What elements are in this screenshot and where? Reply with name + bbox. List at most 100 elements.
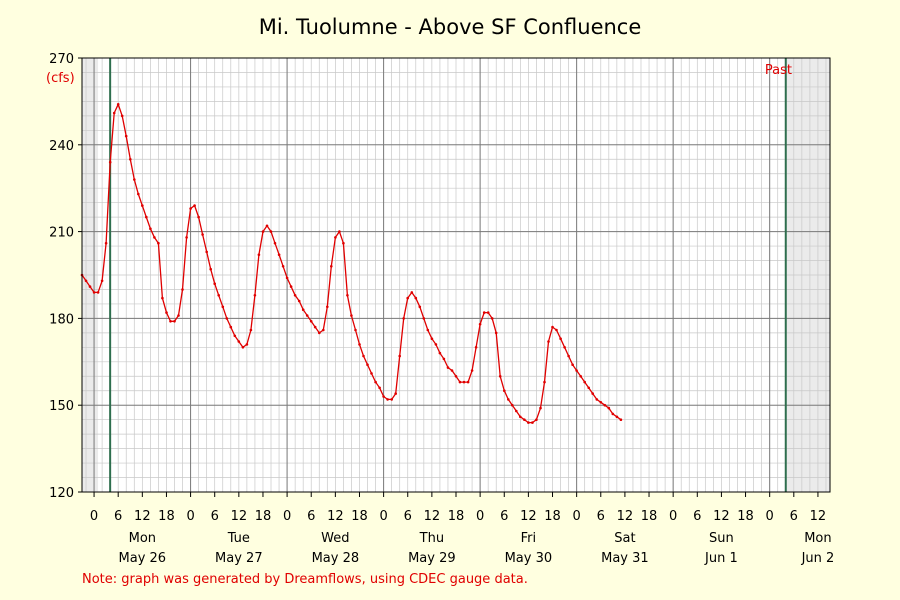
day-date-label: Jun 2 [801,551,835,566]
flow-data-point [189,207,192,210]
flow-data-point [511,403,514,407]
flow-data-point [301,308,305,312]
flow-data-point [535,418,538,422]
day-weekday-label: Thu [419,531,444,546]
flow-data-point [583,380,586,384]
flow-data-point [478,322,482,326]
day-weekday-label: Fri [521,531,537,546]
flow-data-point [193,204,196,207]
flow-data-point [285,276,289,280]
flow-data-point [245,343,249,346]
flow-data-point [201,233,204,236]
flow-data-point [92,291,96,294]
x-tick-label: 18 [448,509,465,524]
flow-data-point [398,354,402,358]
flow-data-point [141,204,144,207]
flow-data-point [527,421,530,424]
flow-data-point [390,398,394,401]
flow-data-point [269,230,273,233]
x-tick-label: 6 [307,509,315,524]
day-weekday-label: Sat [614,531,635,546]
flow-data-point [370,372,373,375]
flow-data-point [197,215,200,219]
flow-data-point [434,343,438,346]
flow-data-point [157,241,160,245]
flow-data-point [133,178,136,181]
flow-data-point [149,227,152,230]
flow-data-point [519,415,522,419]
flow-data-point [551,325,554,329]
flow-data-point [120,114,124,118]
flow-data-point [225,317,229,320]
flow-data-point [523,418,526,422]
flow-data-point [531,421,534,424]
flow-data-point [289,285,293,288]
flow-data-point [104,241,108,245]
flow-data-point [607,406,611,410]
x-tick-label: 12 [810,509,827,524]
flow-data-point [430,337,434,341]
flow-data-point [406,296,410,300]
flow-data-point [611,412,615,416]
x-tick-label: 0 [283,509,291,524]
day-weekday-label: Mon [804,531,831,546]
flow-data-point [237,340,241,343]
flow-data-point [153,236,156,239]
day-date-label: May 28 [312,551,360,566]
past-label: Past [765,63,792,78]
y-tick-label: 180 [49,312,74,327]
flow-data-point [446,366,450,369]
y-axis-unit-label: (cfs) [46,71,75,86]
flow-data-point [507,398,510,401]
flow-data-point [503,389,506,393]
flow-data-point [145,215,148,219]
x-tick-label: 12 [520,509,537,524]
y-tick-label: 270 [49,52,74,67]
day-date-label: May 31 [601,551,649,566]
flow-data-point [442,357,446,361]
flow-data-point [595,398,599,401]
flow-data-point [555,328,558,332]
x-tick-label: 18 [351,509,368,524]
flow-data-point [394,392,398,395]
flow-data-point [322,328,325,332]
flow-data-point [470,369,474,372]
flow-data-point [350,314,353,317]
x-tick-label: 12 [424,509,441,524]
x-tick-label: 18 [544,509,561,524]
day-date-label: Jun 1 [704,551,738,566]
flow-data-point [402,317,406,320]
flow-data-point [305,314,309,317]
flow-data-point [539,406,542,410]
chart-title: Mi. Tuolumne - Above SF Confluence [259,15,642,39]
x-tick-label: 18 [737,509,754,524]
flow-data-point [88,285,92,288]
x-tick-label: 0 [90,509,98,524]
x-tick-label: 12 [231,509,248,524]
flow-data-point [169,320,172,323]
flow-data-point [165,311,168,314]
flow-data-point [366,363,369,367]
flow-data-point [124,134,128,138]
flow-data-point [326,305,329,309]
flow-data-point [313,325,317,329]
flow-data-point [181,288,184,291]
flow-data-point [450,369,454,372]
flow-data-point [277,253,281,256]
flow-data-point [273,241,277,245]
flow-data-point [205,250,208,254]
flow-data-point [265,224,269,228]
x-tick-label: 6 [500,509,508,524]
flow-data-point [382,395,385,398]
flow-data-point [309,320,313,323]
y-tick-label: 150 [49,399,74,414]
flow-data-point [112,111,116,115]
flow-data-point [249,328,253,332]
x-tick-label: 18 [158,509,175,524]
x-tick-label: 6 [597,509,605,524]
x-tick-label: 0 [186,509,194,524]
flow-data-point [378,386,381,390]
flow-data-point [334,236,337,239]
flow-data-point [438,351,442,355]
